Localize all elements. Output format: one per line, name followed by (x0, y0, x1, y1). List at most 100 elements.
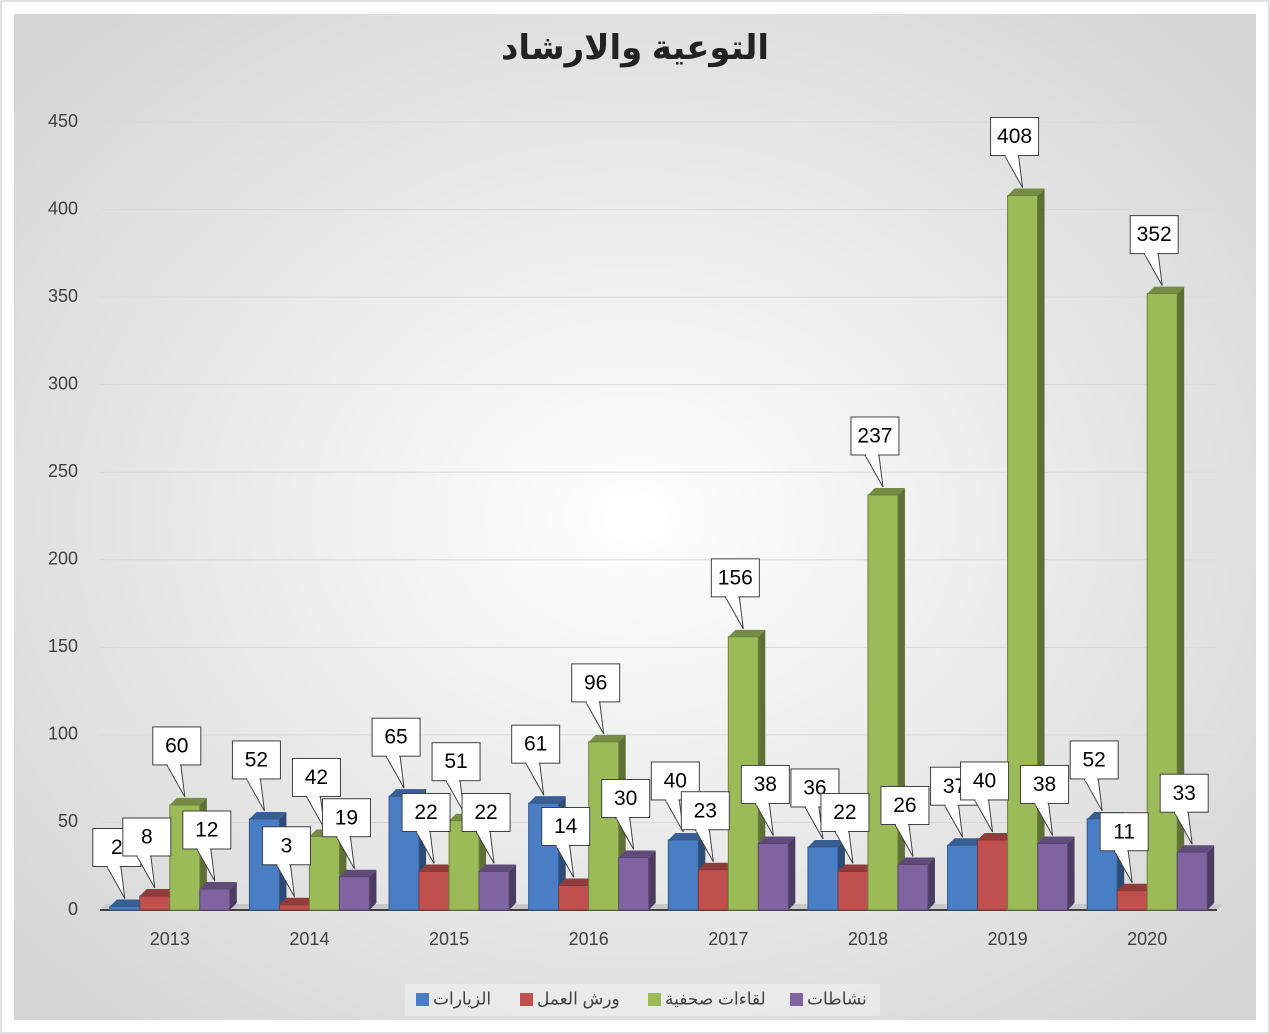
data-label: 237 (857, 425, 892, 448)
data-label: 156 (718, 566, 753, 589)
bar-side (1037, 188, 1045, 911)
bar-top (479, 864, 517, 872)
label-gap (975, 797, 988, 802)
data-label: 38 (1033, 773, 1056, 796)
bar-side (927, 857, 935, 910)
data-label: 19 (335, 806, 358, 829)
label-gap (417, 829, 430, 834)
bar (867, 494, 899, 911)
y-tick-label: 250 (48, 461, 78, 481)
legend-swatch (790, 993, 803, 1006)
bar-top (758, 836, 796, 844)
bar-top (668, 832, 706, 840)
y-tick-label: 350 (48, 286, 78, 306)
bar-top (897, 857, 935, 865)
label-gap (666, 797, 679, 802)
data-label: 61 (524, 733, 547, 756)
label-box (601, 778, 651, 818)
bar-side (648, 850, 656, 910)
label-box (880, 785, 930, 825)
bar-top (1117, 883, 1155, 891)
y-tick-label: 150 (48, 636, 78, 656)
label-box (1020, 764, 1070, 804)
label-box (371, 717, 421, 757)
label-box (511, 724, 561, 764)
bar (448, 820, 480, 911)
bar (478, 870, 510, 911)
data-label: 14 (554, 815, 578, 838)
y-tick-label: 100 (48, 724, 78, 744)
bar-top (867, 487, 905, 495)
label-gap (726, 594, 739, 599)
label-gap (1005, 153, 1018, 158)
label-box (1159, 773, 1209, 813)
bar (558, 884, 590, 911)
bar (977, 839, 1009, 911)
label-box (541, 806, 591, 846)
floor (100, 904, 1223, 910)
bar-top (1147, 286, 1185, 294)
label-gap (167, 762, 180, 767)
bar (807, 846, 839, 911)
bar-top (528, 796, 566, 804)
bar (697, 869, 729, 911)
bar-top (169, 797, 207, 805)
y-tick-label: 450 (48, 111, 78, 131)
bar (1146, 293, 1178, 911)
legend-swatch (520, 993, 533, 1006)
legend-label: لقاءات صحفية (665, 989, 766, 1008)
label-box (740, 764, 790, 804)
bar (588, 741, 620, 911)
bar-top (199, 881, 237, 889)
bar-side (897, 487, 905, 910)
data-label: 65 (384, 726, 407, 749)
y-tick-label: 300 (48, 373, 78, 393)
label-gap (277, 862, 290, 867)
label-gap (616, 815, 629, 820)
x-tick-label: 2013 (150, 929, 190, 949)
label-gap (835, 829, 848, 834)
data-label: 40 (664, 770, 687, 793)
label-box (291, 757, 341, 797)
bar (947, 844, 979, 911)
bar-top (139, 888, 177, 896)
x-tick-label: 2018 (848, 929, 888, 949)
bar-top (698, 862, 736, 870)
bar-top (558, 878, 596, 886)
legend-label: نشاطات (807, 989, 867, 1008)
label-gap (197, 846, 210, 851)
data-label: 3 (281, 834, 293, 857)
bar (308, 835, 340, 911)
label-gap (895, 822, 908, 827)
legend-label: ورش العمل (537, 989, 620, 1008)
bar-top (109, 899, 147, 907)
bar (338, 876, 370, 911)
legend-swatch (648, 993, 661, 1006)
label-box (182, 810, 232, 850)
data-label: 60 (165, 734, 188, 757)
label-box (710, 558, 760, 598)
label-box (461, 792, 511, 832)
label-box (1099, 812, 1149, 852)
bar-side (509, 864, 517, 910)
label-gap (137, 853, 150, 858)
label-gap (805, 804, 818, 809)
bar-side (1207, 845, 1215, 910)
bar-top (977, 832, 1015, 840)
bar (618, 856, 650, 911)
label-gap (387, 754, 400, 759)
bar-top (419, 864, 457, 872)
label-box (1129, 215, 1179, 255)
bar-top (279, 897, 317, 905)
data-label: 408 (997, 125, 1032, 148)
label-gap (945, 803, 958, 808)
bar-top (837, 864, 875, 872)
bar-top (728, 629, 766, 637)
bar-top (1007, 188, 1045, 196)
y-tick-label: 0 (68, 899, 78, 919)
bar-top (339, 869, 377, 877)
y-tick-label: 200 (48, 549, 78, 569)
x-tick-label: 2020 (1127, 929, 1167, 949)
label-gap (307, 794, 320, 799)
data-label: 23 (694, 799, 717, 822)
